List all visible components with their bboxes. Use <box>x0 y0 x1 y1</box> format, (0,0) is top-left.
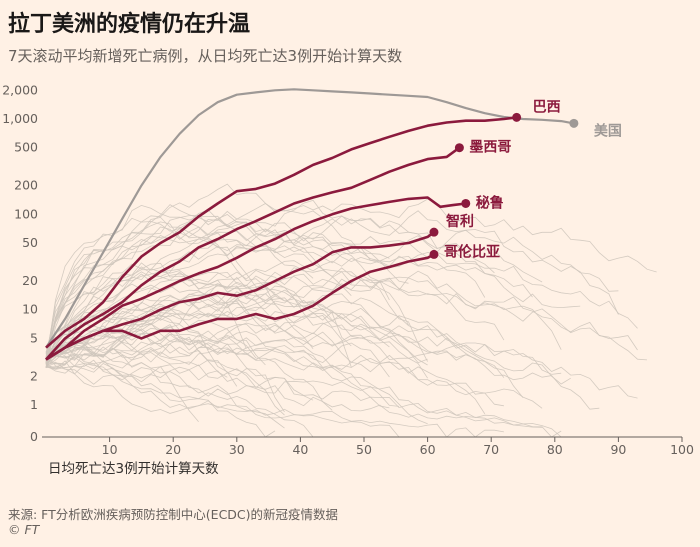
y-tick-label: 0 <box>30 429 38 444</box>
background-country-line <box>45 276 428 366</box>
background-country-line <box>45 348 543 428</box>
series-line-巴西 <box>45 116 517 349</box>
series-endpoint-秘鲁 <box>461 198 471 208</box>
background-country-line <box>45 360 504 438</box>
chart-subtitle: 7天滚动平均新增死亡病例，从日均死亡达3例开始计算天数 <box>8 47 403 65</box>
background-country-line <box>45 266 390 361</box>
x-axis-title: 日均死亡达3例开始计算天数 <box>48 461 219 477</box>
background-country-line <box>45 273 466 362</box>
background-country-line <box>45 359 314 438</box>
series-line-智利 <box>45 231 435 361</box>
x-tick-label: 70 <box>483 442 499 457</box>
background-country-line <box>45 352 562 438</box>
background-country-line <box>45 242 638 363</box>
x-tick-label: 20 <box>165 442 181 457</box>
x-tick-label: 40 <box>292 442 308 457</box>
background-country-line <box>45 314 238 387</box>
x-tick-label: 30 <box>229 442 245 457</box>
source-note: 来源: FT分析欧洲疾病预防控制中心(ECDC)的新冠疫情数据 <box>8 507 339 522</box>
y-tick-label: 20 <box>22 273 38 288</box>
background-country-line <box>45 326 333 411</box>
background-country-line <box>45 356 276 438</box>
y-tick-label: 10 <box>22 302 38 317</box>
background-country-line <box>45 199 495 360</box>
background-country-line <box>45 267 505 353</box>
series-line-秘鲁 <box>45 196 466 361</box>
background-country-line <box>45 270 562 355</box>
series-line-美国 <box>45 88 575 349</box>
series-label-秘鲁: 秘鲁 <box>476 194 504 211</box>
y-tick-label: 1,000 <box>2 111 38 126</box>
line-chart: 0 1 2 5 10 20 50 100 200 500 1,000 2,000 10 20 30 40 50 6… <box>2 82 694 477</box>
series-endpoint-墨西哥 <box>454 143 464 153</box>
y-tick-label: 100 <box>14 206 38 221</box>
background-country-line <box>45 209 533 359</box>
x-tick-label: 90 <box>610 442 626 457</box>
background-country-line <box>45 300 266 366</box>
y-tick-label: 200 <box>14 178 38 193</box>
x-tick-label: 100 <box>670 442 694 457</box>
background-country-line <box>45 221 276 367</box>
background-country-line <box>45 333 543 409</box>
background-country-line <box>45 337 314 401</box>
series-label-墨西哥: 墨西哥 <box>469 140 511 156</box>
background-country-line <box>45 226 581 363</box>
background-country-line <box>45 315 638 399</box>
background-country-line <box>45 293 352 365</box>
background-country-line <box>45 262 314 368</box>
background-country-line <box>45 238 409 353</box>
background-country-line <box>45 215 543 357</box>
background-country-line <box>45 323 400 407</box>
y-tick-label: 1 <box>30 397 38 412</box>
chart-axes: 0 1 2 5 10 20 50 100 200 500 1,000 2,000 10 20 30 40 50 6… <box>2 82 694 477</box>
background-country-line <box>45 346 428 425</box>
x-tick-label: 50 <box>356 442 372 457</box>
background-country-lines <box>45 183 657 438</box>
series-line-哥伦比亚 <box>45 253 435 361</box>
y-tick-label: 50 <box>22 235 38 250</box>
series-label-美国: 美国 <box>594 122 622 139</box>
background-country-line <box>45 227 276 359</box>
series-endpoint-智利 <box>429 227 439 237</box>
series-endpoint-美国 <box>569 118 579 128</box>
chart-title: 拉丁美洲的疫情仍在升温 <box>8 12 251 37</box>
series-label-巴西: 巴西 <box>533 99 561 115</box>
series-line-墨西哥 <box>45 146 461 361</box>
x-tick-label: 10 <box>102 442 118 457</box>
background-country-line <box>45 353 409 438</box>
series-endpoint-巴西 <box>512 112 522 122</box>
background-country-line <box>45 309 390 378</box>
background-country-line <box>45 332 504 407</box>
background-country-line <box>45 229 619 361</box>
background-country-line <box>45 298 571 385</box>
copyright-note: © FT <box>8 522 40 537</box>
x-tick-label: 80 <box>547 442 563 457</box>
background-country-line <box>45 293 505 378</box>
y-tick-label: 2 <box>30 368 38 383</box>
y-tick-label: 2,000 <box>2 82 38 97</box>
y-tick-label: 500 <box>14 140 38 155</box>
series-endpoint-哥伦比亚 <box>429 249 439 259</box>
series-label-哥伦比亚: 哥伦比亚 <box>444 243 500 260</box>
background-country-line <box>45 355 199 423</box>
background-country-line <box>45 198 657 359</box>
background-country-line <box>45 342 486 415</box>
highlighted-series <box>45 88 579 361</box>
background-country-line <box>45 217 409 360</box>
background-country-line <box>45 210 619 358</box>
series-label-智利: 智利 <box>445 213 474 230</box>
y-tick-label: 5 <box>30 330 38 345</box>
x-tick-label: 60 <box>420 442 436 457</box>
